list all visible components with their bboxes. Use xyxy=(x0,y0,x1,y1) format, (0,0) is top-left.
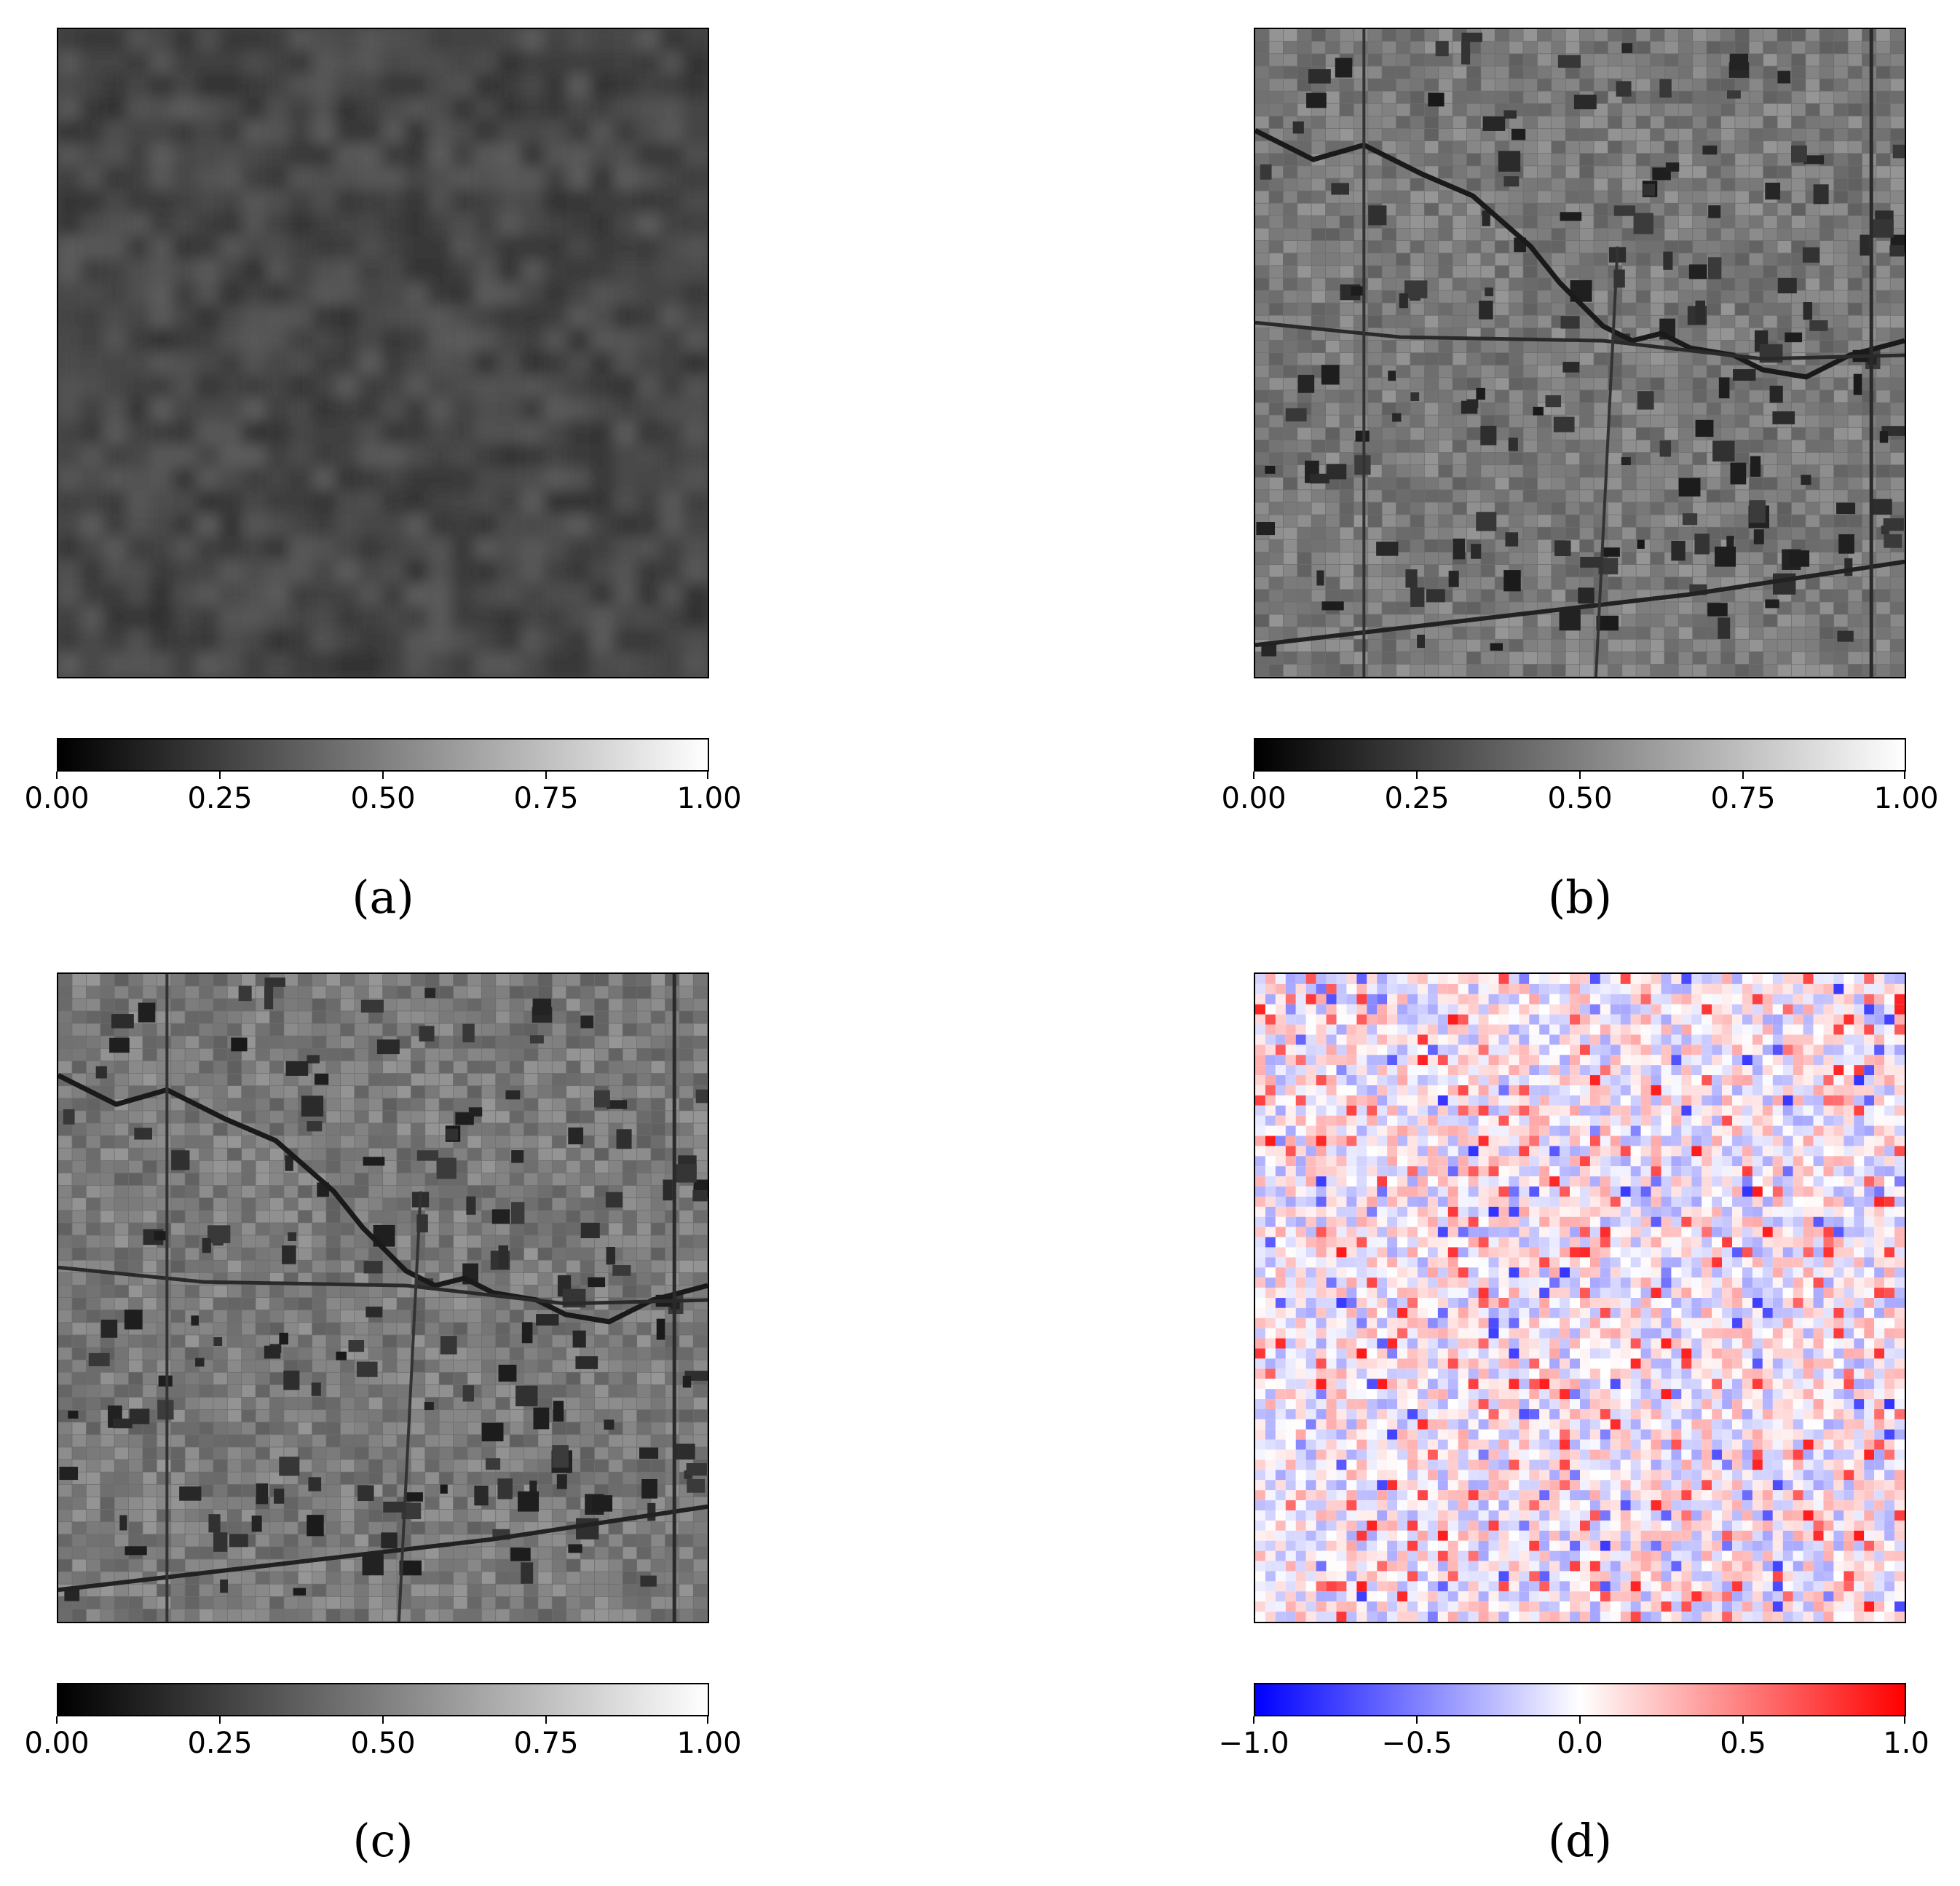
tick-label: 0.25 xyxy=(187,782,253,815)
tick-label: 0.50 xyxy=(350,782,416,815)
tick-label: 1.00 xyxy=(676,1727,742,1760)
tick-label: 0.00 xyxy=(1221,782,1287,815)
panel-c-colorbar xyxy=(57,1683,709,1716)
tick-label: 0.75 xyxy=(513,782,579,815)
tick-label: 0.75 xyxy=(1710,782,1776,815)
panel-d-colorbar xyxy=(1254,1683,1906,1716)
panel-c-caption: (c) xyxy=(352,1814,414,1867)
panel-d-colorbar-ticks: −1.0 −0.5 0.0 0.5 1.0 xyxy=(1218,1716,1929,1760)
tick-label: 1.00 xyxy=(1873,782,1939,815)
tick-label: 0.5 xyxy=(1720,1727,1766,1760)
panel-a-colorbar-ticks: 0.00 0.25 0.50 0.75 1.00 xyxy=(24,772,742,815)
tick-label: 0.00 xyxy=(24,1727,90,1760)
panel-b-colorbar-ticks: 0.00 0.25 0.50 0.75 1.00 xyxy=(1221,772,1939,815)
tick-label: 0.75 xyxy=(513,1727,579,1760)
panel-b-caption: (b) xyxy=(1547,871,1613,924)
tick-label: 1.00 xyxy=(676,782,742,815)
panel-b-image xyxy=(1254,28,1906,678)
tick-label: −1.0 xyxy=(1218,1727,1289,1760)
tick-label: 0.25 xyxy=(1384,782,1450,815)
panel-a-caption: (a) xyxy=(352,871,414,924)
tick-label: 0.00 xyxy=(24,782,90,815)
panel-c-image xyxy=(57,972,709,1623)
panel-a-colorbar xyxy=(57,738,709,772)
panel-d-caption: (d) xyxy=(1547,1814,1613,1867)
panel-d-image xyxy=(1254,972,1906,1623)
panel-c-colorbar-ticks: 0.00 0.25 0.50 0.75 1.00 xyxy=(24,1716,742,1760)
tick-label: 0.50 xyxy=(1547,782,1613,815)
tick-label: 1.0 xyxy=(1883,1727,1929,1760)
tick-label: −0.5 xyxy=(1381,1727,1453,1760)
panel-b-colorbar xyxy=(1254,738,1906,772)
tick-label: 0.25 xyxy=(187,1727,253,1760)
panel-a-image xyxy=(57,28,709,678)
tick-label: 0.50 xyxy=(350,1727,416,1760)
tick-label: 0.0 xyxy=(1557,1727,1603,1760)
